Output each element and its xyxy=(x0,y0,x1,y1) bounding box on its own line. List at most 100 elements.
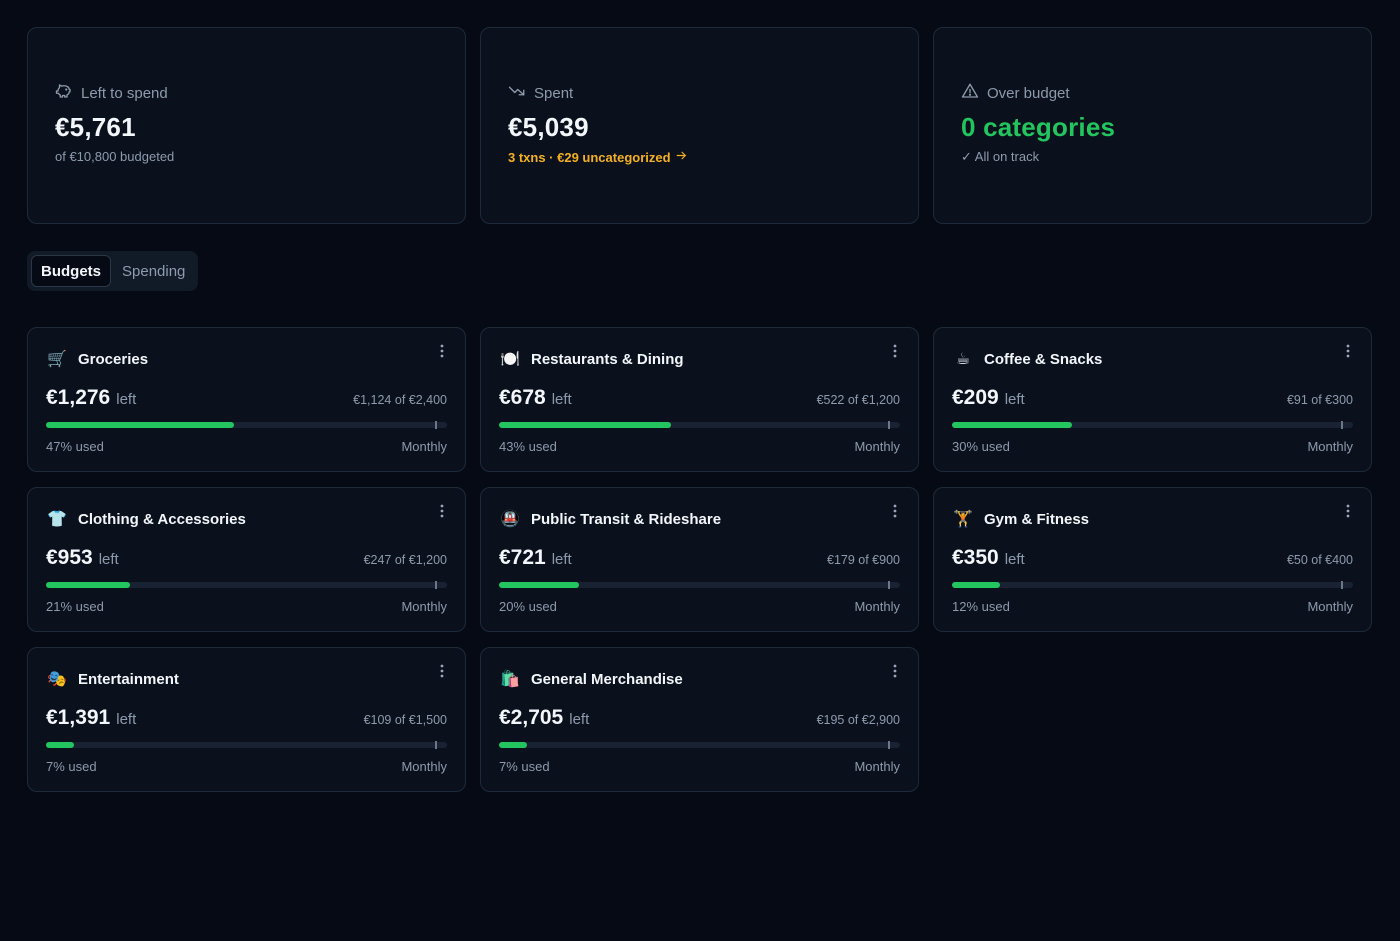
progress-track xyxy=(952,581,1353,589)
spent-of-budget: €109 of €1,500 xyxy=(363,713,447,727)
kebab-menu-icon xyxy=(440,344,444,358)
more-options-button[interactable] xyxy=(433,502,451,520)
progress-fill xyxy=(46,742,75,748)
budget-period: Monthly xyxy=(401,439,447,454)
remaining-word: left xyxy=(1004,391,1025,408)
left-to-spend-card: Left to spend €5,761 of €10,800 budgeted xyxy=(27,27,466,224)
budget-card-header: 🛒 Groceries xyxy=(46,348,148,370)
category-icon: 🛒 xyxy=(47,351,67,368)
budget-footer: 47% used Monthly xyxy=(46,439,447,454)
summary-row: Left to spend €5,761 of €10,800 budgeted… xyxy=(27,27,1372,224)
more-options-button[interactable] xyxy=(433,342,451,360)
remaining-value: €209 xyxy=(952,386,999,409)
budget-footer: 43% used Monthly xyxy=(499,439,900,454)
more-options-button[interactable] xyxy=(1339,502,1357,520)
over-budget-sub: ✓ All on track xyxy=(961,149,1040,164)
spent-header: Spent xyxy=(508,82,891,104)
remaining-amount: €1,276 left xyxy=(46,386,136,410)
category-name: Clothing & Accessories xyxy=(78,510,246,528)
budget-card[interactable]: 🍽️ Restaurants & Dining €678 left €522 of… xyxy=(480,327,919,472)
budget-card[interactable]: ☕ Coffee & Snacks €209 left €91 of €300 3… xyxy=(933,327,1372,472)
budget-card[interactable]: 🎭 Entertainment €1,391 left €109 of €1,50… xyxy=(27,647,466,792)
over-budget-value: 0 categories xyxy=(961,112,1116,142)
category-icon: 🏋️ xyxy=(953,511,973,528)
uncategorized-link[interactable]: 3 txns · €29 uncategorized xyxy=(508,149,891,165)
more-options-button[interactable] xyxy=(433,662,451,680)
remaining-value: €678 xyxy=(499,386,546,409)
over-budget-card: Over budget 0 categories ✓ All on track xyxy=(933,27,1372,224)
used-percent: 43% used xyxy=(499,439,557,454)
budget-amounts: €953 left €247 of €1,200 xyxy=(46,546,447,570)
left-to-spend-value: €5,761 xyxy=(55,112,136,142)
category-name: Gym & Fitness xyxy=(984,510,1090,528)
remaining-word: left xyxy=(551,391,572,408)
remaining-value: €1,276 xyxy=(46,386,111,409)
over-budget-label: Over budget xyxy=(987,84,1070,102)
remaining-word: left xyxy=(551,551,572,568)
spent-value: €5,039 xyxy=(508,112,589,142)
left-to-spend-header: Left to spend xyxy=(55,82,438,104)
budget-footer: 7% used Monthly xyxy=(46,759,447,774)
more-options-button[interactable] xyxy=(886,662,904,680)
pace-marker xyxy=(435,741,437,749)
remaining-word: left xyxy=(116,711,137,728)
budget-period: Monthly xyxy=(401,759,447,774)
more-options-button[interactable] xyxy=(886,342,904,360)
budget-period: Monthly xyxy=(854,599,900,614)
view-tabs: Budgets Spending xyxy=(27,251,198,291)
budget-footer: 7% used Monthly xyxy=(499,759,900,774)
remaining-word: left xyxy=(98,551,119,568)
budget-period: Monthly xyxy=(854,439,900,454)
progress-track xyxy=(46,581,447,589)
more-options-button[interactable] xyxy=(886,502,904,520)
left-to-spend-label: Left to spend xyxy=(81,84,168,102)
category-name: Restaurants & Dining xyxy=(531,350,684,368)
spent-of-budget: €50 of €400 xyxy=(1286,553,1353,567)
remaining-value: €721 xyxy=(499,546,546,569)
spent-label: Spent xyxy=(534,84,574,102)
category-icon: 🚇 xyxy=(500,511,520,528)
remaining-word: left xyxy=(1004,551,1025,568)
remaining-value: €350 xyxy=(952,546,999,569)
spent-card: Spent €5,039 3 txns · €29 uncategorized xyxy=(480,27,919,224)
kebab-menu-icon xyxy=(893,504,897,518)
progress-fill xyxy=(499,422,672,428)
budget-period: Monthly xyxy=(854,759,900,774)
budget-card[interactable]: 🛒 Groceries €1,276 left €1,124 of €2,400 … xyxy=(27,327,466,472)
remaining-word: left xyxy=(116,391,137,408)
used-percent: 47% used xyxy=(46,439,104,454)
category-icon: 👕 xyxy=(47,511,67,528)
budget-period: Monthly xyxy=(1307,599,1353,614)
kebab-menu-icon xyxy=(893,344,897,358)
progress-fill xyxy=(46,422,235,428)
warning-icon xyxy=(961,82,979,104)
used-percent: 20% used xyxy=(499,599,557,614)
budget-card-header: 🎭 Entertainment xyxy=(46,668,179,690)
pace-marker xyxy=(1341,421,1343,429)
remaining-amount: €2,705 left xyxy=(499,706,589,730)
budget-card-header: 🛍️ General Merchandise xyxy=(499,668,683,690)
budget-card[interactable]: 🚇 Public Transit & Rideshare €721 left €1… xyxy=(480,487,919,632)
tab-spending[interactable]: Spending xyxy=(122,262,186,280)
remaining-amount: €721 left xyxy=(499,546,572,570)
remaining-amount: €1,391 left xyxy=(46,706,136,730)
budget-amounts: €209 left €91 of €300 xyxy=(952,386,1353,410)
budget-card[interactable]: 🏋️ Gym & Fitness €350 left €50 of €400 12… xyxy=(933,487,1372,632)
left-to-spend-sub: of €10,800 budgeted xyxy=(55,149,175,164)
category-name: Groceries xyxy=(78,350,149,368)
budget-amounts: €1,276 left €1,124 of €2,400 xyxy=(46,386,447,410)
tab-budgets[interactable]: Budgets xyxy=(31,255,111,287)
budget-amounts: €678 left €522 of €1,200 xyxy=(499,386,900,410)
budget-card[interactable]: 🛍️ General Merchandise €2,705 left €195 o… xyxy=(480,647,919,792)
budget-card[interactable]: 👕 Clothing & Accessories €953 left €247 o… xyxy=(27,487,466,632)
spent-of-budget: €195 of €2,900 xyxy=(816,713,900,727)
remaining-amount: €350 left xyxy=(952,546,1025,570)
kebab-menu-icon xyxy=(440,664,444,678)
more-options-button[interactable] xyxy=(1339,342,1357,360)
used-percent: 21% used xyxy=(46,599,104,614)
pace-marker xyxy=(888,741,890,749)
piggy-bank-icon xyxy=(55,82,73,104)
over-budget-header: Over budget xyxy=(961,82,1344,104)
uncategorized-link-label: 3 txns · €29 uncategorized xyxy=(508,149,671,165)
budget-card-header: 👕 Clothing & Accessories xyxy=(46,508,246,530)
